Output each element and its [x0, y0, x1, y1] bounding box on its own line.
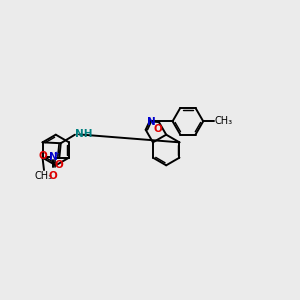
Text: O: O — [153, 124, 162, 134]
Text: +: + — [53, 151, 59, 157]
Text: -: - — [44, 149, 47, 158]
Text: NH: NH — [76, 129, 93, 139]
Text: N: N — [49, 152, 58, 162]
Text: CH₃: CH₃ — [215, 116, 233, 126]
Text: O: O — [49, 171, 58, 181]
Text: N: N — [146, 117, 155, 128]
Text: O: O — [38, 152, 47, 161]
Text: CH₃: CH₃ — [35, 172, 53, 182]
Text: O: O — [55, 160, 64, 170]
